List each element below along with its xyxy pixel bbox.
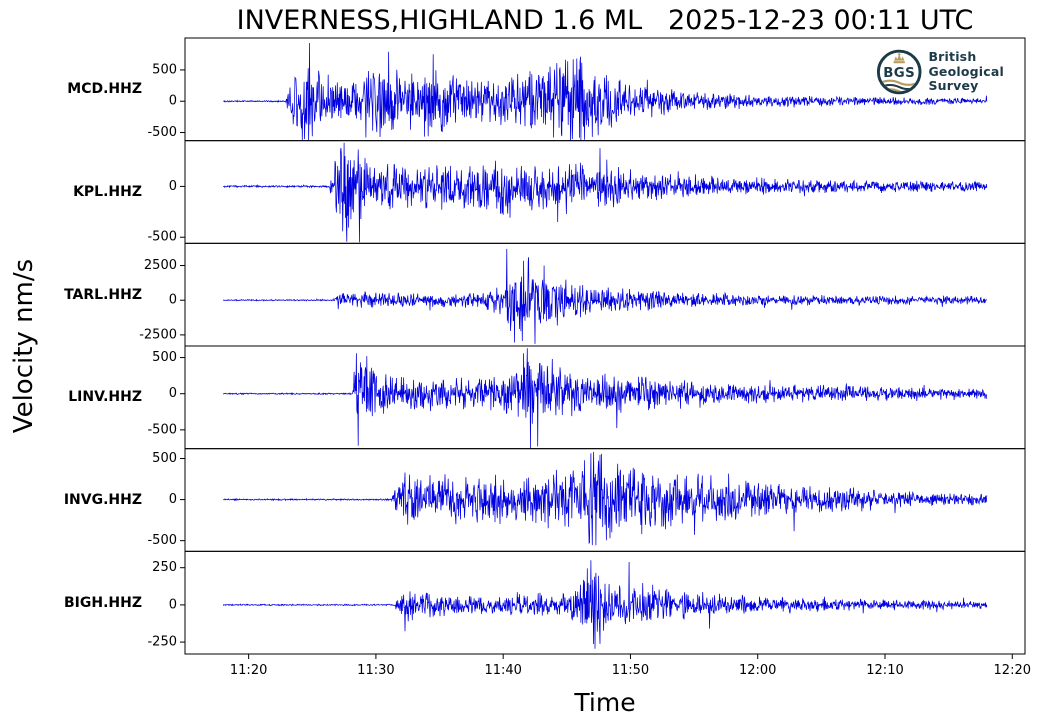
- y-tick-label: -250: [147, 635, 177, 650]
- y-tick-label: 500: [152, 451, 177, 466]
- x-tick-label: 12:00: [739, 663, 776, 678]
- y-tick-label: -500: [147, 422, 177, 437]
- y-tick-label: -2500: [139, 327, 177, 342]
- y-tick-label: 0: [169, 597, 177, 612]
- y-tick-label: 0: [169, 293, 177, 308]
- x-axis-label: Time: [574, 688, 636, 717]
- waveform-trace-invg-hhz: [223, 451, 988, 546]
- station-label-tarl: TARL.HHZ: [64, 287, 142, 303]
- y-tick-label: 0: [169, 492, 177, 507]
- x-tick-label: 12:20: [994, 663, 1031, 678]
- station-label-kpl: KPL.HHZ: [73, 184, 142, 200]
- y-tick-label: 2500: [144, 258, 177, 273]
- bgs-abbr: BGS: [883, 66, 915, 81]
- station-label-linv: LINV.HHZ: [68, 389, 142, 405]
- waveform-trace-tarl-hhz: [222, 248, 988, 344]
- waveform-trace-mcd-hhz: [223, 42, 988, 141]
- y-tick-label: 500: [152, 62, 177, 77]
- y-tick-label: 250: [152, 560, 177, 575]
- waveform-trace-kpl-hhz: [222, 142, 988, 243]
- bgs-emblem-icon: BGS: [876, 49, 922, 95]
- waveform-trace-bigh-hhz: [222, 560, 988, 649]
- y-tick-label: 0: [169, 386, 177, 401]
- x-tick-label: 12:10: [866, 663, 903, 678]
- y-tick-label: -500: [147, 230, 177, 245]
- station-label-mcd: MCD.HHZ: [67, 81, 142, 97]
- chart-title: INVERNESS,HIGHLAND 1.6 ML 2025-12-23 00:…: [236, 5, 974, 36]
- y-tick-label: 0: [169, 94, 177, 109]
- panel-border: [184, 345, 1026, 450]
- panel-border: [184, 242, 1026, 347]
- bgs-logo: BGS British Geological Survey: [876, 43, 1004, 101]
- panel-border: [184, 550, 1026, 655]
- x-tick-label: 11:30: [357, 663, 394, 678]
- logo-text-line: Survey: [928, 78, 979, 94]
- y-tick-label: 0: [169, 179, 177, 194]
- emblem-ring: [876, 49, 922, 95]
- y-tick-label: -500: [147, 125, 177, 140]
- x-tick-label: 11:50: [612, 663, 649, 678]
- station-label-bigh: BIGH.HHZ: [64, 595, 142, 611]
- waveform-trace-linv-hhz: [222, 348, 988, 449]
- logo-text-line: British: [928, 49, 977, 65]
- x-tick-label: 11:40: [484, 663, 521, 678]
- bgs-logo-text: British Geological Survey: [928, 50, 1004, 94]
- x-tick-label: 11:20: [230, 663, 267, 678]
- y-tick-label: -500: [147, 533, 177, 548]
- station-label-invg: INVG.HHZ: [63, 492, 142, 508]
- y-tick-label: 500: [152, 350, 177, 365]
- crown-icon: [893, 53, 905, 64]
- logo-text-line: Geological: [928, 63, 1004, 79]
